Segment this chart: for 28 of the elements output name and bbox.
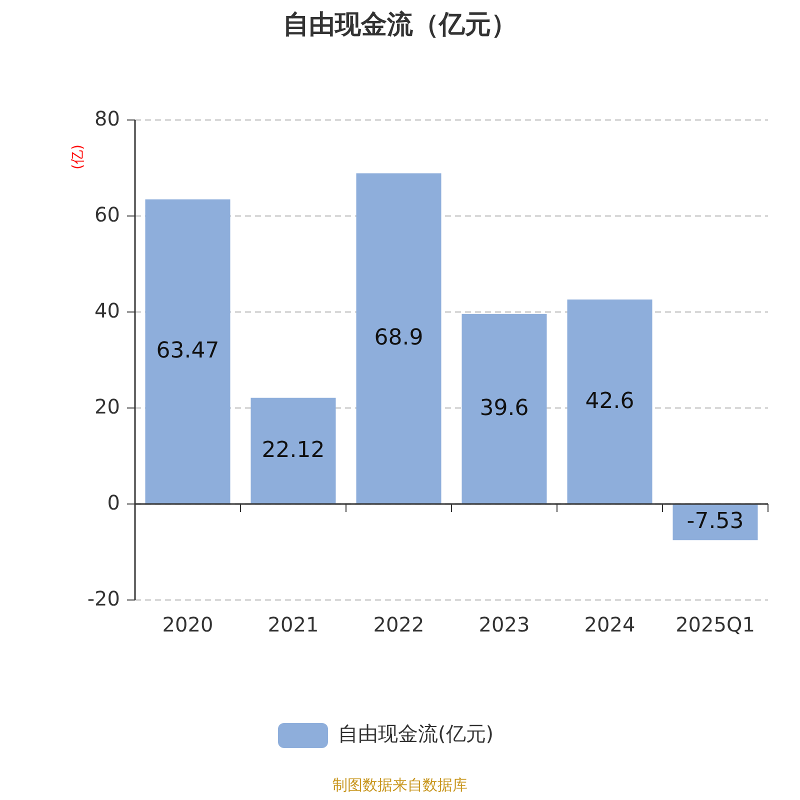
- data-label: 39.6: [480, 396, 529, 421]
- legend: 自由现金流(亿元): [278, 721, 494, 748]
- x-tick-label: 2021: [268, 612, 319, 636]
- x-tick-label: 2022: [373, 612, 424, 636]
- y-tick-label: 60: [94, 202, 120, 226]
- y-tick-label: 40: [94, 298, 120, 322]
- x-tick-label: 2020: [162, 612, 214, 636]
- x-tick-label: 2025Q1: [676, 612, 755, 636]
- data-label: 63.47: [156, 338, 220, 364]
- data-label: 42.6: [585, 388, 634, 414]
- y-tick-label: 0: [107, 490, 120, 514]
- x-tick-label: 2024: [584, 612, 636, 636]
- y-tick-label: 20: [94, 394, 120, 418]
- text: 制图数据来自数据库: [332, 776, 468, 794]
- y-axis-title: (亿): [70, 144, 86, 170]
- chart-title: 自由现金流（亿元）: [283, 10, 517, 40]
- bar: [356, 173, 442, 504]
- bar: [567, 300, 652, 504]
- data-label: -7.53: [686, 509, 744, 534]
- y-tick-label: -20: [87, 586, 120, 610]
- bar: [462, 314, 547, 504]
- data-label: 22.12: [262, 438, 325, 463]
- y-tick-label: 80: [94, 106, 120, 130]
- data-label: 68.9: [374, 326, 424, 351]
- bar: [145, 199, 230, 504]
- bar: [250, 398, 336, 504]
- x-tick-label: 2023: [478, 612, 530, 636]
- legend-label: 自由现金流(亿元): [338, 721, 494, 746]
